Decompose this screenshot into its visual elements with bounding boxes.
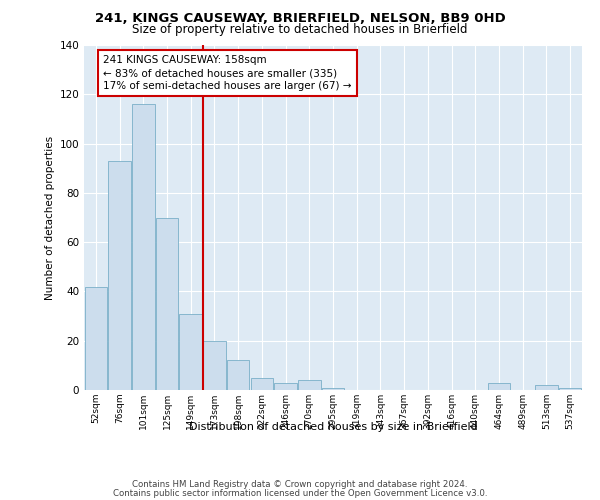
Bar — [298, 380, 320, 390]
Text: Contains HM Land Registry data © Crown copyright and database right 2024.: Contains HM Land Registry data © Crown c… — [132, 480, 468, 489]
Bar — [156, 218, 178, 390]
Text: Size of property relative to detached houses in Brierfield: Size of property relative to detached ho… — [132, 22, 468, 36]
Bar — [488, 382, 510, 390]
Bar — [322, 388, 344, 390]
Text: Contains public sector information licensed under the Open Government Licence v3: Contains public sector information licen… — [113, 488, 487, 498]
Bar — [274, 382, 297, 390]
Bar — [179, 314, 202, 390]
Bar — [85, 286, 107, 390]
Bar — [251, 378, 273, 390]
Text: Distribution of detached houses by size in Brierfield: Distribution of detached houses by size … — [188, 422, 478, 432]
Bar — [535, 385, 557, 390]
Bar — [227, 360, 250, 390]
Y-axis label: Number of detached properties: Number of detached properties — [45, 136, 55, 300]
Text: 241, KINGS CAUSEWAY, BRIERFIELD, NELSON, BB9 0HD: 241, KINGS CAUSEWAY, BRIERFIELD, NELSON,… — [95, 12, 505, 26]
Bar — [109, 161, 131, 390]
Text: 241 KINGS CAUSEWAY: 158sqm
← 83% of detached houses are smaller (335)
17% of sem: 241 KINGS CAUSEWAY: 158sqm ← 83% of deta… — [103, 55, 352, 92]
Bar — [203, 340, 226, 390]
Bar — [132, 104, 155, 390]
Bar — [559, 388, 581, 390]
